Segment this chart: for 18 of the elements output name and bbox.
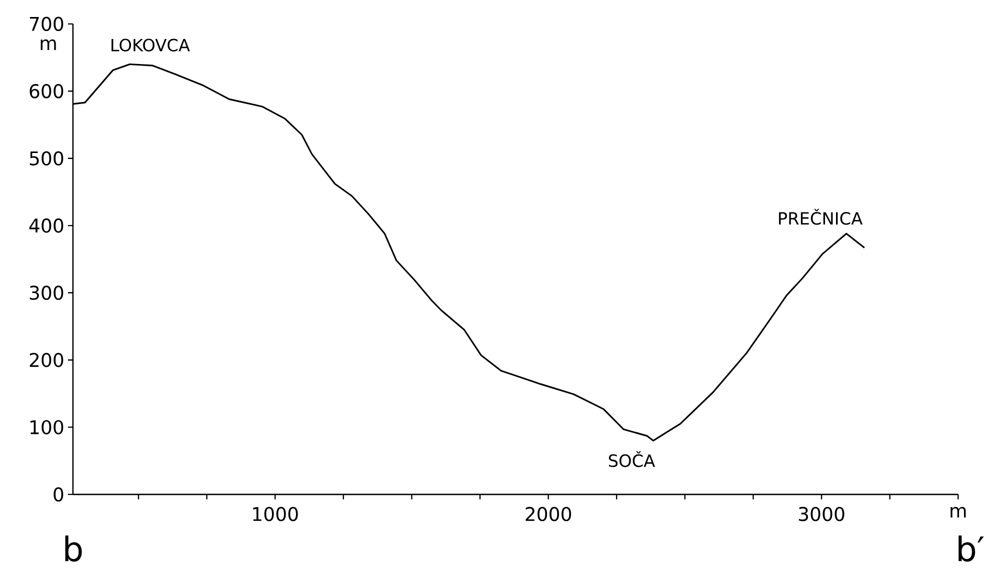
x-tick-label: 2000 <box>526 506 572 522</box>
y-axis-title: m <box>40 39 56 50</box>
x-tick-label: 1000 <box>253 506 298 522</box>
annotation: PREČNICA <box>779 208 863 225</box>
y-tick-label: 600 <box>30 84 64 98</box>
x-axis-title: m <box>950 506 966 518</box>
annotation: LOKOVCA <box>112 38 190 52</box>
y-tick-label: 100 <box>30 420 64 434</box>
y-tick-label: 400 <box>29 218 64 233</box>
y-tick-label: 300 <box>30 286 64 300</box>
annotation: SOČA <box>608 451 656 468</box>
y-tick-label: 200 <box>30 352 64 368</box>
y-tick-label: 500 <box>30 151 64 166</box>
y-tick-label: 0 <box>54 487 64 502</box>
x-tick-label: 3000 <box>798 506 844 522</box>
text: b <box>65 535 82 562</box>
y-tick-label: 700 <box>30 16 64 31</box>
text: b′ <box>958 535 984 562</box>
